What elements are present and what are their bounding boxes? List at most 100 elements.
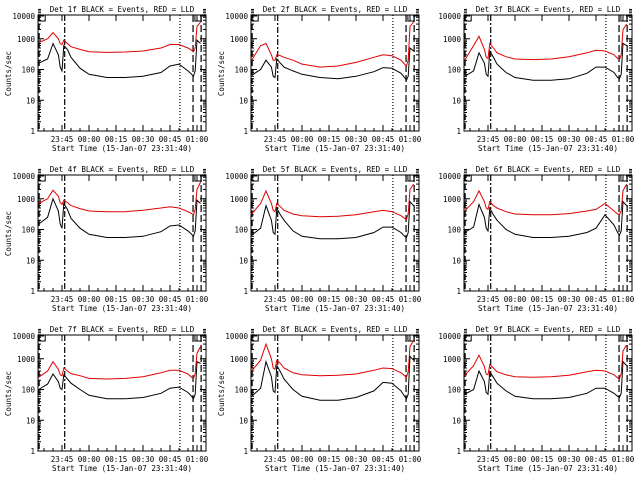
y-axis-label: Counts/sec [4, 211, 13, 256]
x-tick-label: 00:30 [132, 295, 155, 304]
y-tick-label: 100 [21, 226, 35, 235]
x-tick-label: 23:45 [51, 135, 74, 144]
x-tick-label: 00:00 [78, 455, 101, 464]
x-tick-label: 23:45 [51, 455, 74, 464]
x-tick-label: 00:45 [159, 455, 182, 464]
x-tick-label: 01:00 [612, 135, 635, 144]
series-events [38, 360, 201, 400]
series-lld [38, 181, 202, 216]
bracket-mark [464, 175, 472, 182]
x-tick-label: 00:00 [78, 295, 101, 304]
y-tick-label: 1 [30, 447, 35, 456]
x-axis-label: Start Time (15-Jan-07 23:31:40) [265, 464, 405, 473]
x-axis-label: Start Time (15-Jan-07 23:31:40) [478, 464, 618, 473]
plot-frame [37, 174, 207, 292]
x-tick-label: 00:45 [372, 295, 395, 304]
x-tick-label: 00:15 [105, 135, 128, 144]
panel-title: Det 4f BLACK = Events, RED = LLD [50, 165, 195, 174]
y-axis-label: Counts/sec [4, 51, 13, 96]
y-tick-label: 10 [26, 256, 36, 265]
plot-frame [463, 14, 633, 132]
y-tick-label: 10 [452, 256, 462, 265]
series-events [38, 197, 201, 238]
series-events [251, 355, 414, 401]
series-lld [464, 183, 628, 216]
series-events [464, 200, 627, 238]
panel-2 [250, 8, 420, 132]
bracket-mark [407, 335, 415, 342]
panel-3 [463, 8, 633, 132]
x-tick-label: 01:00 [399, 455, 422, 464]
x-tick-label: 00:45 [372, 135, 395, 144]
y-tick-label: 10000 [438, 172, 461, 181]
x-tick-label: 00:45 [372, 455, 395, 464]
y-tick-label: 1000 [230, 195, 249, 204]
x-tick-label: 00:30 [345, 295, 368, 304]
panel-title: Det 3f BLACK = Events, RED = LLD [476, 5, 621, 14]
bracket-mark [251, 335, 259, 342]
plot-frame [463, 174, 633, 292]
x-tick-label: 00:45 [585, 455, 608, 464]
panel-title: Det 1f BLACK = Events, RED = LLD [50, 5, 195, 14]
y-tick-label: 1000 [443, 195, 462, 204]
x-axis-label: Start Time (15-Jan-07 23:31:40) [478, 304, 618, 313]
y-tick-label: 1 [30, 127, 35, 136]
y-tick-label: 10 [239, 256, 249, 265]
panel-title: Det 7f BLACK = Events, RED = LLD [50, 325, 195, 334]
x-tick-label: 00:15 [318, 455, 341, 464]
x-tick-label: 01:00 [399, 295, 422, 304]
panel-1 [37, 8, 207, 132]
x-axis-label: Start Time (15-Jan-07 23:31:40) [265, 144, 405, 153]
panel-title: Det 9f BLACK = Events, RED = LLD [476, 325, 621, 334]
x-axis-label: Start Time (15-Jan-07 23:31:40) [52, 144, 192, 153]
y-tick-label: 10 [26, 416, 36, 425]
x-tick-label: 00:15 [318, 295, 341, 304]
x-axis-label: Start Time (15-Jan-07 23:31:40) [52, 464, 192, 473]
series-events [38, 39, 201, 78]
panel-title: Det 5f BLACK = Events, RED = LLD [263, 165, 408, 174]
x-tick-label: 00:00 [291, 135, 314, 144]
y-tick-label: 1 [30, 287, 35, 296]
x-tick-label: 00:15 [531, 295, 554, 304]
series-lld [38, 21, 201, 53]
y-tick-label: 10 [26, 96, 36, 105]
x-tick-label: 00:15 [105, 455, 128, 464]
y-tick-label: 100 [447, 66, 461, 75]
x-tick-label: 23:45 [264, 455, 287, 464]
panel-7 [37, 328, 207, 452]
panel-4 [37, 168, 207, 292]
x-tick-label: 00:30 [558, 135, 581, 144]
x-tick-label: 00:30 [345, 135, 368, 144]
y-tick-label: 10000 [12, 172, 35, 181]
y-tick-label: 100 [21, 386, 35, 395]
x-tick-label: 01:00 [186, 135, 209, 144]
panel-5 [250, 168, 420, 292]
y-tick-label: 10000 [12, 12, 35, 21]
x-tick-label: 01:00 [612, 455, 635, 464]
x-tick-label: 00:30 [132, 135, 155, 144]
plot-frame [37, 334, 207, 452]
x-tick-label: 00:45 [585, 295, 608, 304]
bracket-mark [194, 175, 202, 182]
series-events [464, 360, 627, 400]
y-tick-label: 1000 [17, 35, 36, 44]
x-tick-label: 00:30 [558, 295, 581, 304]
y-tick-label: 10 [239, 416, 249, 425]
bracket-mark [38, 335, 46, 342]
bracket-mark [251, 175, 259, 182]
x-tick-label: 01:00 [399, 135, 422, 144]
x-tick-label: 23:45 [264, 295, 287, 304]
bracket-mark [407, 175, 415, 182]
y-tick-label: 10 [239, 96, 249, 105]
y-tick-label: 1 [456, 447, 461, 456]
x-tick-label: 23:45 [477, 295, 500, 304]
x-tick-label: 00:00 [291, 295, 314, 304]
y-tick-label: 10000 [12, 332, 35, 341]
x-tick-label: 23:45 [51, 295, 74, 304]
x-tick-label: 23:45 [264, 135, 287, 144]
series-lld [38, 346, 202, 380]
panel-6 [463, 168, 633, 292]
bracket-mark [407, 15, 415, 22]
y-tick-label: 1 [243, 287, 248, 296]
x-tick-label: 00:30 [132, 455, 155, 464]
